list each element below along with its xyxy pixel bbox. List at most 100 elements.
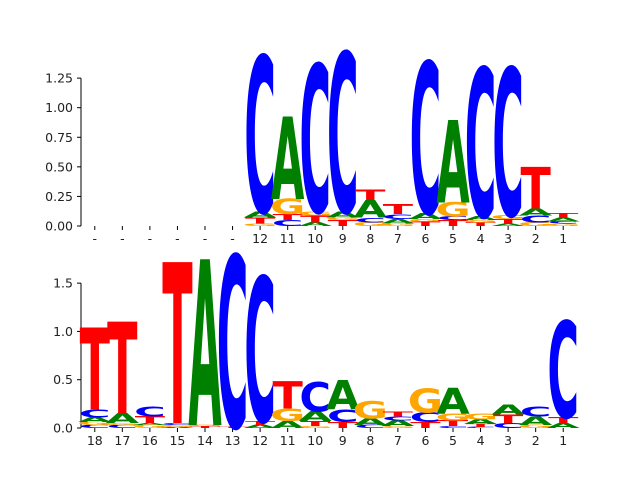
logo-letter-C: C — [382, 416, 414, 422]
logo-letter-T: T — [245, 420, 276, 426]
x-tick-label: 12 — [252, 433, 268, 448]
x-tick-label: - — [148, 231, 153, 246]
logo-letter-C: C — [520, 404, 552, 420]
y-tick-label: 0.75 — [45, 130, 73, 145]
logo-letter-T: T — [383, 411, 414, 418]
logo-letter-G: G — [463, 220, 498, 224]
logo-letter-A: A — [547, 422, 581, 430]
x-tick-label: - — [203, 231, 208, 246]
logo-letter-A: A — [326, 210, 359, 219]
logo-letter-A: A — [464, 216, 498, 222]
y-tick-label: 1.0 — [53, 324, 73, 339]
logo-letter-A: A — [271, 420, 304, 431]
logo-letter-A: A — [409, 212, 442, 221]
logo-letter-T: T — [383, 202, 414, 217]
x-tick-label: 13 — [225, 433, 241, 448]
logo-letter-G: G — [518, 222, 553, 228]
x-tick-label: 5 — [449, 433, 457, 448]
logo-letter-T: T — [548, 416, 579, 425]
x-tick-label: 3 — [504, 433, 512, 448]
logo-letter-C: C — [327, 11, 359, 265]
logo-letter-T: T — [328, 421, 359, 430]
logo-letter-C: C — [162, 423, 194, 426]
logo-letter-C: C — [465, 427, 497, 429]
logo-letter-T: T — [162, 218, 192, 476]
logo-letter-C: C — [410, 410, 442, 426]
x-tick-label: 6 — [421, 433, 429, 448]
x-tick-label: 11 — [280, 231, 296, 246]
logo-letter-A: A — [243, 424, 277, 429]
logo-letter-A: A — [271, 94, 304, 226]
logo-letter-G: G — [298, 426, 333, 429]
y-tick-label: 0.00 — [45, 219, 73, 234]
x-tick-label: - — [175, 231, 180, 246]
logo-letter-A: A — [106, 411, 140, 427]
logo-letter-T: T — [80, 307, 110, 437]
bottom-logo-panel: 0.00.51.01.518 17 16 15 14 13 12 11 10 9 8 7 6 5 4 3 2 1C… — [53, 209, 580, 480]
logo-letter-C: C — [355, 217, 387, 225]
logo-letter-C: C — [437, 426, 469, 429]
logo-letter-C: C — [437, 216, 469, 222]
logo-letter-A: A — [491, 402, 525, 418]
x-tick-label: 8 — [366, 231, 374, 246]
logo-letter-A: A — [243, 210, 276, 219]
logo-letter-A: A — [464, 418, 498, 426]
x-tick-label: - — [120, 231, 125, 246]
x-tick-label: 2 — [532, 433, 540, 448]
logo-letter-C: C — [272, 219, 304, 228]
logo-letter-C: C — [520, 214, 552, 225]
logo-letter-A: A — [161, 427, 195, 429]
logo-letter-T: T — [465, 424, 496, 429]
logo-letter-A: A — [519, 207, 552, 218]
logo-letter-A: A — [436, 381, 470, 423]
y-tick-label: 1.25 — [45, 71, 73, 86]
logo-letter-T: T — [438, 218, 469, 228]
y-tick-label: 0.50 — [45, 159, 73, 174]
logo-letter-A: A — [381, 419, 414, 428]
logo-letter-G: G — [132, 424, 167, 429]
logo-letter-C: C — [492, 27, 524, 264]
logo-letter-T: T — [438, 419, 469, 428]
x-tick-label: - — [230, 231, 235, 246]
logo-letter-T: T — [300, 420, 331, 427]
logo-letter-G: G — [353, 222, 388, 228]
x-tick-label: 10 — [307, 433, 323, 448]
logo-letter-A: A — [354, 196, 387, 224]
logo-letter-G: G — [325, 217, 360, 221]
logo-letter-G: G — [546, 223, 581, 227]
logo-letter-G: G — [187, 425, 222, 427]
logo-letter-T: T — [190, 426, 221, 429]
x-tick-label: 3 — [504, 231, 512, 246]
x-tick-label: 7 — [394, 231, 402, 246]
x-tick-label: 14 — [197, 433, 213, 448]
logo-letter-C: C — [107, 424, 139, 429]
x-tick-label: 18 — [87, 433, 103, 448]
x-tick-label: 12 — [252, 231, 268, 246]
logo-letter-C: C — [244, 237, 276, 468]
logo-letter-T: T — [217, 427, 248, 429]
logo-letter-T: T — [521, 157, 552, 223]
logo-letter-G: G — [408, 218, 443, 222]
logo-letter-G: G — [270, 195, 305, 219]
logo-letter-C: C — [382, 213, 414, 221]
y-tick-label: 0.25 — [45, 189, 73, 204]
logo-letter-C: C — [547, 221, 579, 225]
logo-letter-C: C — [492, 422, 524, 430]
logo-letter-C: C — [299, 24, 331, 261]
logo-letter-G: G — [353, 397, 388, 424]
logo-letter-C: C — [217, 209, 249, 480]
logo-letter-A: A — [381, 218, 415, 226]
logo-letter-T: T — [328, 218, 359, 228]
logo-letter-A: A — [326, 373, 359, 419]
logo-letter-T: T — [107, 299, 137, 444]
x-tick-label: 1 — [559, 231, 567, 246]
x-tick-label: 15 — [169, 433, 185, 448]
logo-letter-T: T — [273, 374, 303, 417]
x-tick-label: 4 — [477, 433, 485, 448]
logo-letter-T: T — [493, 412, 523, 426]
logo-letter-A: A — [436, 98, 469, 230]
y-tick-label: 1.5 — [53, 276, 73, 291]
logo-letter-A: A — [547, 217, 581, 223]
x-tick-label: 2 — [532, 231, 540, 246]
logo-letter-A: A — [133, 423, 167, 426]
